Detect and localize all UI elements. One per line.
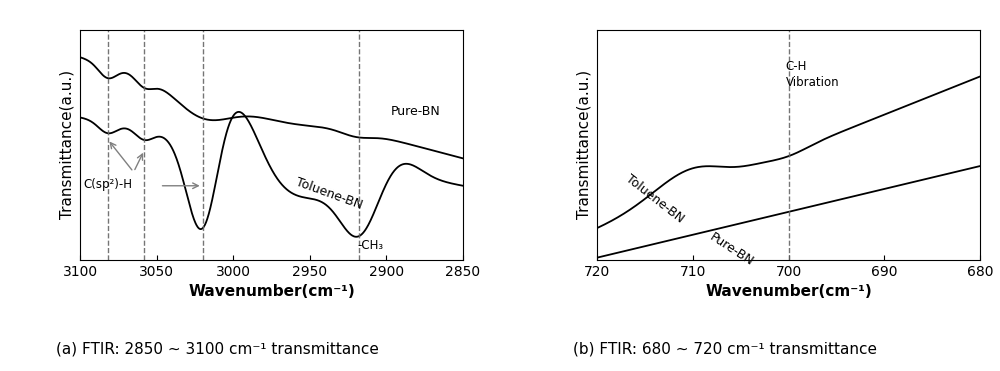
Text: Pure-BN: Pure-BN: [391, 105, 441, 118]
Text: Pure-BN: Pure-BN: [707, 230, 755, 269]
Text: (a) FTIR: 2850 ∼ 3100 cm⁻¹ transmittance: (a) FTIR: 2850 ∼ 3100 cm⁻¹ transmittance: [56, 341, 379, 356]
Text: Toluene-BN: Toluene-BN: [294, 176, 365, 212]
Text: Toluene-BN: Toluene-BN: [623, 172, 686, 225]
X-axis label: Wavenumber(cm⁻¹): Wavenumber(cm⁻¹): [705, 284, 872, 299]
X-axis label: Wavenumber(cm⁻¹): Wavenumber(cm⁻¹): [188, 284, 355, 299]
Y-axis label: Transmittance(a.u.): Transmittance(a.u.): [576, 70, 591, 219]
Text: C-H
Vibration: C-H Vibration: [786, 60, 839, 89]
Text: -CH₃: -CH₃: [357, 239, 383, 252]
Text: C(sp²)-H: C(sp²)-H: [83, 178, 132, 191]
Text: (b) FTIR: 680 ∼ 720 cm⁻¹ transmittance: (b) FTIR: 680 ∼ 720 cm⁻¹ transmittance: [573, 341, 877, 356]
Y-axis label: Transmittance(a.u.): Transmittance(a.u.): [59, 70, 74, 219]
